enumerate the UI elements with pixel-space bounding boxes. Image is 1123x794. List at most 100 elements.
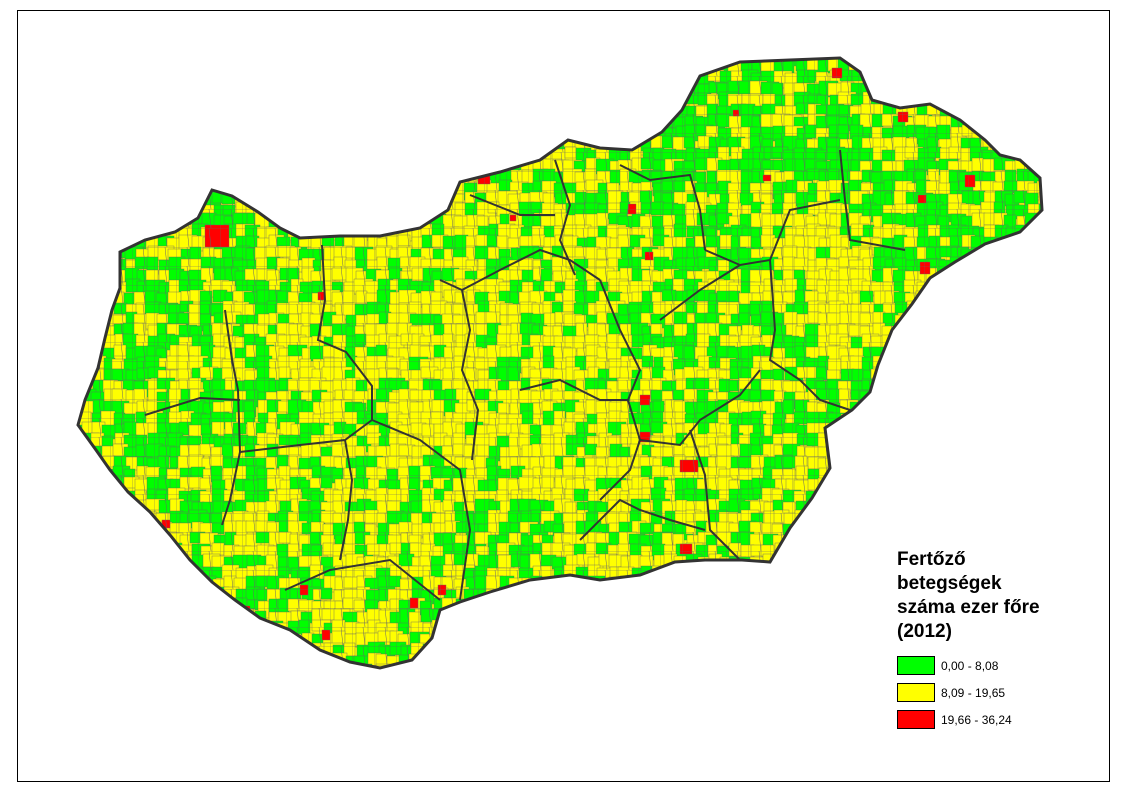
- municipality-cell: [993, 92, 1007, 111]
- municipality-cell: [475, 69, 492, 87]
- municipality-cell: [122, 643, 135, 658]
- municipality-cell: [312, 127, 327, 146]
- municipality-cell: [827, 424, 840, 438]
- municipality-cell: [158, 92, 176, 110]
- municipality-cell: [257, 643, 270, 658]
- municipality-cell: [135, 642, 150, 660]
- municipality-cell: [618, 58, 638, 64]
- municipality-cell: [551, 643, 566, 657]
- municipality-cell: [266, 193, 283, 212]
- municipality-cell: [1003, 290, 1024, 303]
- municipality-cell: [90, 160, 109, 178]
- municipality-cell: [125, 104, 138, 123]
- municipality-cell: [155, 213, 169, 227]
- municipality-cell: [455, 81, 470, 100]
- municipality-cell: [971, 116, 986, 131]
- municipality-cell: [100, 115, 115, 131]
- municipality-cell: [179, 587, 195, 606]
- municipality-cell: [179, 611, 200, 629]
- municipality-cell: [531, 641, 548, 654]
- municipality-cell: [321, 113, 338, 127]
- municipality-cell: [79, 324, 99, 343]
- municipality-cell: [166, 61, 186, 77]
- municipality-cell: [234, 72, 252, 85]
- municipality-cell: [518, 61, 534, 79]
- municipality-cell: [915, 402, 934, 416]
- municipality-cell: [78, 358, 97, 374]
- municipality-cell: [125, 224, 144, 243]
- municipality-cell: [848, 443, 862, 462]
- municipality-cell: [950, 410, 968, 427]
- municipality-cell: [618, 81, 636, 97]
- municipality-cell: [287, 193, 308, 207]
- municipality-cell: [862, 490, 878, 506]
- municipality-cell: [103, 553, 124, 572]
- municipality-cell: [520, 83, 536, 96]
- municipality-cell: [939, 61, 953, 79]
- municipality-cell: [80, 468, 96, 487]
- municipality-cell: [947, 424, 964, 443]
- municipality-cell: [884, 468, 900, 483]
- municipality-cell: [166, 179, 181, 196]
- municipality-cell: [1024, 445, 1042, 461]
- municipality-cell: [652, 622, 669, 639]
- municipality-cell: [100, 641, 115, 657]
- municipality-cell: [410, 201, 429, 214]
- municipality-cell: [299, 149, 318, 162]
- municipality-cell: [254, 622, 268, 636]
- municipality-cell: [190, 589, 204, 608]
- municipality-cell: [939, 479, 953, 497]
- municipality-cell: [970, 454, 983, 472]
- municipality-cell: [123, 509, 142, 523]
- municipality-cell: [222, 169, 236, 182]
- municipality-cell: [102, 512, 116, 530]
- municipality-cell: [410, 91, 426, 110]
- municipality-cell: [1047, 304, 1063, 316]
- municipality-cell: [683, 578, 702, 592]
- municipality-cell: [992, 247, 1013, 265]
- municipality-cell: [78, 149, 89, 166]
- municipality-cell: [750, 576, 765, 593]
- municipality-cell: [276, 630, 295, 648]
- municipality-cell: [1016, 466, 1036, 485]
- municipality-cell: [1004, 446, 1022, 465]
- municipality-cell: [124, 204, 141, 219]
- municipality-cell: [301, 58, 316, 64]
- municipality-cell: [299, 159, 317, 178]
- municipality-cell: [135, 597, 152, 611]
- municipality-cell: [386, 60, 399, 79]
- municipality-cell: [430, 115, 446, 132]
- municipality-cell: [91, 501, 105, 520]
- municipality-cell: [222, 83, 243, 101]
- municipality-cell: [276, 193, 295, 209]
- municipality-cell: [155, 146, 170, 159]
- municipality-cell: [89, 236, 106, 250]
- municipality-cell: [234, 136, 255, 149]
- municipality-cell: [818, 575, 836, 594]
- municipality-cell: [113, 58, 127, 64]
- municipality-cell: [102, 622, 118, 636]
- municipality-cell: [562, 105, 576, 124]
- municipality-cell: [311, 115, 327, 131]
- municipality-cell: [937, 467, 953, 485]
- municipality-cell: [1038, 489, 1042, 507]
- municipality-cell: [707, 589, 727, 605]
- municipality-cell: [576, 630, 594, 648]
- municipality-cell: [993, 322, 1012, 339]
- municipality-cell: [818, 632, 834, 645]
- municipality-cell: [114, 532, 135, 547]
- municipality-cell: [719, 630, 739, 649]
- municipality-cell: [342, 82, 361, 97]
- municipality-cell: [103, 586, 118, 603]
- municipality-cell: [994, 466, 1015, 479]
- municipality-cell: [125, 58, 141, 67]
- municipality-cell: [212, 113, 231, 130]
- municipality-cell: [585, 599, 604, 612]
- municipality-cell: [950, 479, 963, 498]
- municipality-cell: [629, 622, 646, 641]
- municipality-cell: [102, 543, 119, 561]
- municipality-cell: [1047, 247, 1062, 261]
- municipality-cell: [276, 148, 295, 164]
- municipality-cell: [189, 611, 205, 624]
- municipality-cell: [246, 61, 260, 77]
